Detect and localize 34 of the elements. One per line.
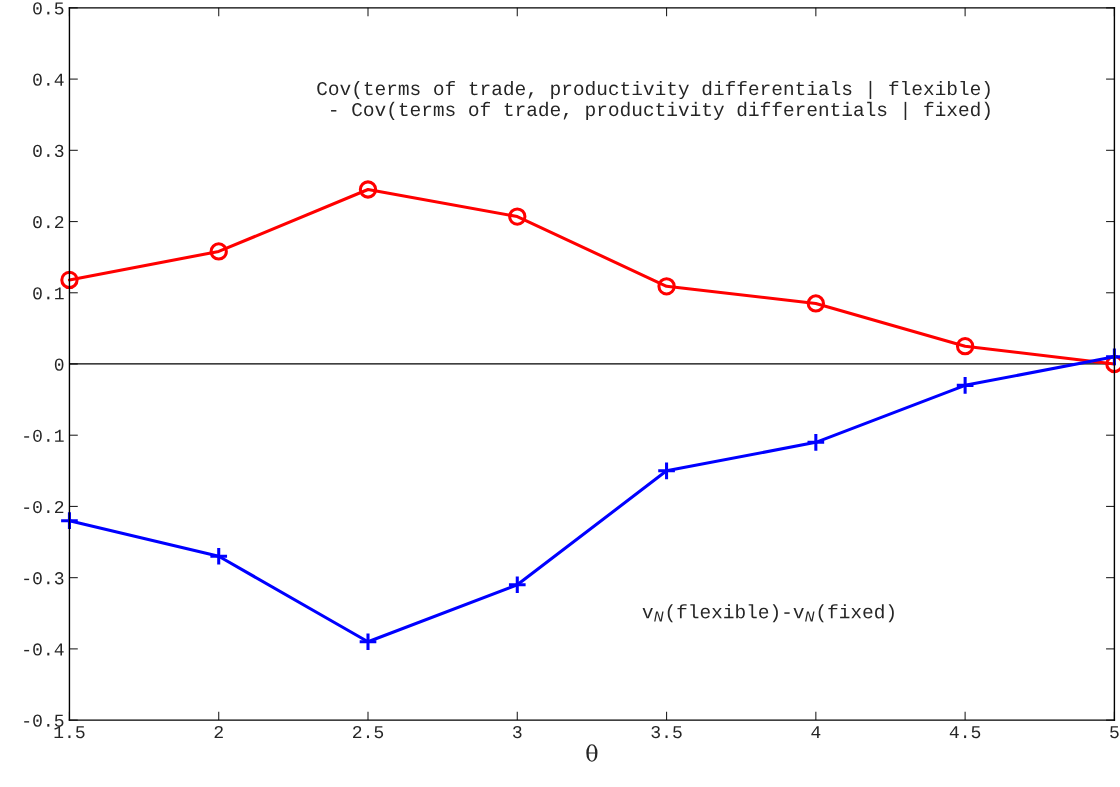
y-tick-label: -0.5 bbox=[24, 714, 64, 727]
annotation: v$_{N}$(flexible)-v$_{N}$(fixed) bbox=[642, 604, 894, 623]
point bbox=[805, 432, 826, 453]
point bbox=[208, 546, 229, 567]
point bbox=[955, 375, 975, 396]
x-tick-label: 2.5 bbox=[353, 725, 384, 739]
x-tick-label: 1.5 bbox=[54, 726, 85, 739]
y-tick-label: 0.1 bbox=[33, 287, 64, 300]
x-tick-label: 3.5 bbox=[651, 725, 682, 739]
y-tick-label: -0.2 bbox=[24, 500, 64, 514]
y-tick-label: 0.4 bbox=[33, 73, 64, 86]
y-tick-label: -0.1 bbox=[24, 429, 64, 442]
y-tick-label: -0.4 bbox=[24, 643, 64, 656]
point bbox=[656, 460, 677, 481]
point bbox=[657, 277, 676, 296]
y-tick-label: -0.3 bbox=[24, 572, 64, 585]
x-tick-label: 4 bbox=[811, 726, 821, 739]
x-tick-label: 4.5 bbox=[949, 726, 981, 739]
y-tick-label: 0.5 bbox=[33, 2, 64, 15]
point bbox=[507, 574, 528, 595]
y-tick-label: 0.3 bbox=[33, 144, 64, 158]
point bbox=[209, 242, 228, 261]
x-axis-title: θ bbox=[586, 744, 598, 762]
point bbox=[358, 631, 378, 652]
y-tick-label: 0 bbox=[54, 358, 64, 371]
point bbox=[358, 180, 378, 199]
y-tick-label: 0.2 bbox=[33, 216, 64, 229]
point bbox=[955, 337, 975, 356]
x-tick-label: 5 bbox=[1110, 726, 1119, 739]
annotation: Cov(terms of trade, productivity differentials | flexible) - Cov(terms of trade, productivity differentials | fixed) bbox=[317, 80, 990, 120]
x-tick-label: 2 bbox=[214, 725, 223, 739]
x-tick-label: 3 bbox=[512, 725, 522, 739]
point bbox=[806, 294, 826, 313]
point bbox=[508, 207, 527, 226]
